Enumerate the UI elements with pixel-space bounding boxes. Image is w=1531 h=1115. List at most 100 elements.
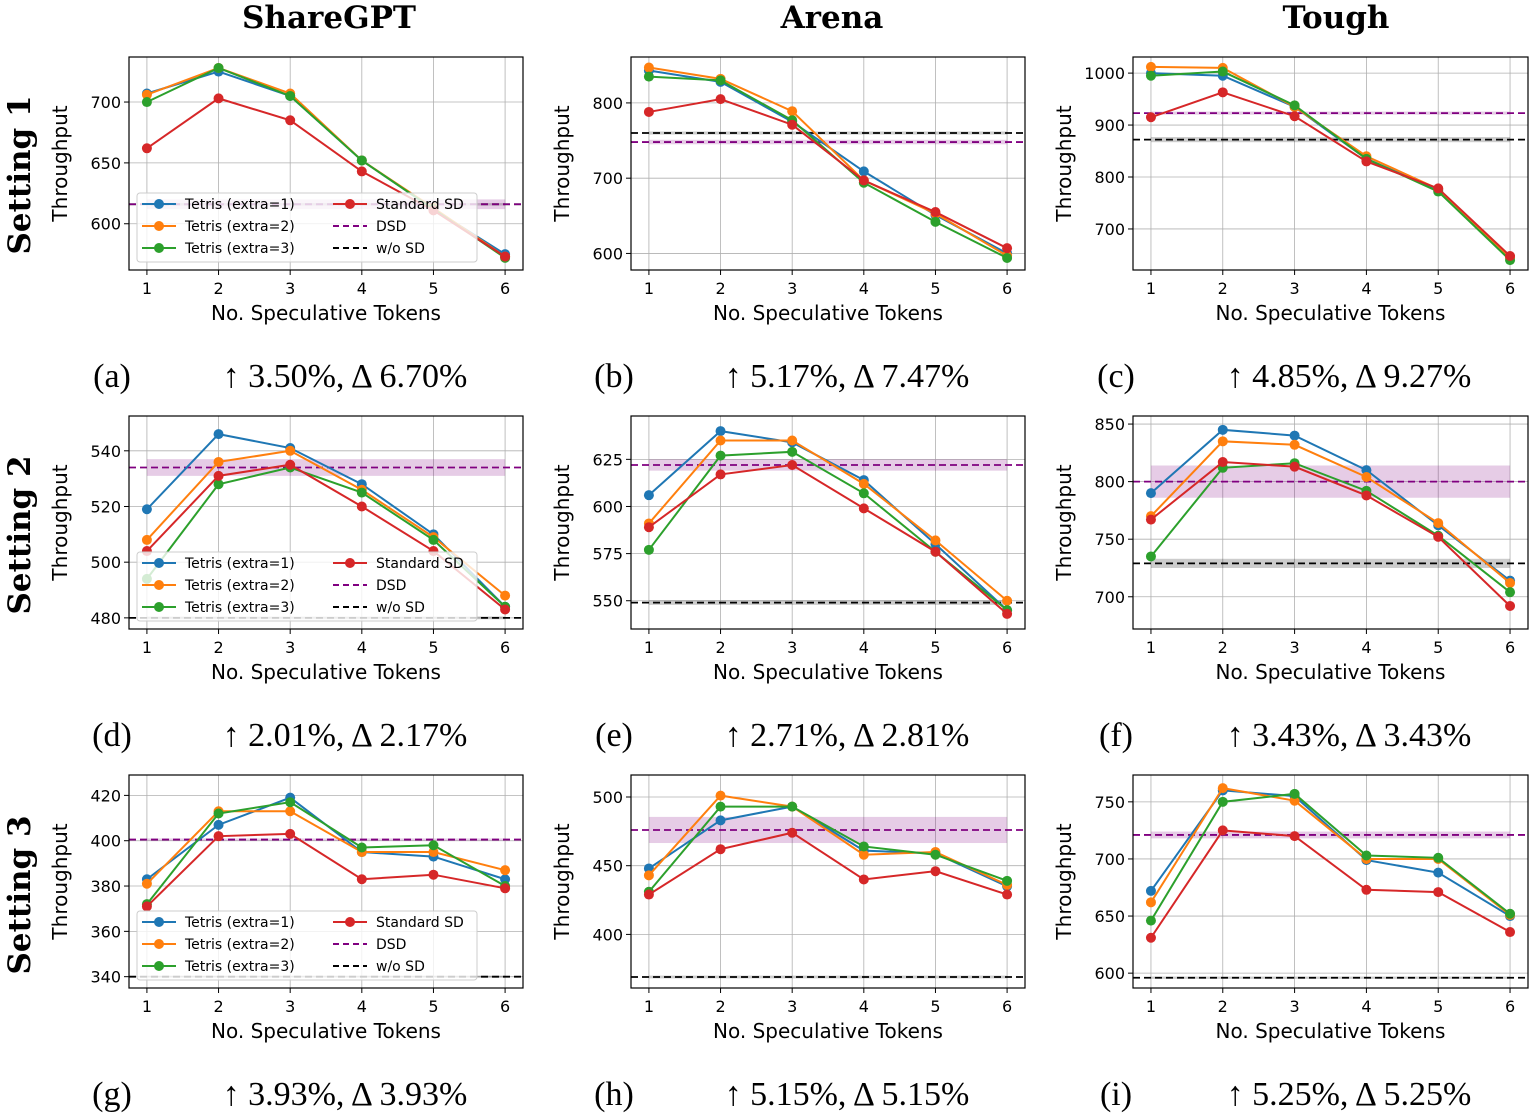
data-point bbox=[356, 842, 367, 853]
caption-label: (d) bbox=[92, 717, 132, 754]
data-point bbox=[285, 806, 296, 817]
caption-stats: ↑ 2.71%, Δ 2.81% bbox=[725, 717, 970, 754]
legend-label: DSD bbox=[376, 578, 406, 594]
data-point bbox=[285, 115, 296, 126]
legend-marker bbox=[345, 917, 355, 927]
wo-sd-band bbox=[648, 600, 1008, 605]
series-line-tetris-extra-3- bbox=[648, 805, 1008, 893]
data-point bbox=[715, 801, 726, 812]
x-tick-label: 4 bbox=[1361, 997, 1371, 1016]
series-line-standard-sd bbox=[1150, 829, 1511, 939]
subplot-f: 1 2 3 4 5 6 700 750 800 850 No. Speculative Tokens… bbox=[1052, 415, 1529, 754]
data-point bbox=[643, 863, 654, 874]
x-tick-label: 3 bbox=[787, 279, 797, 298]
x-tick-label: 1 bbox=[142, 279, 152, 298]
caption-label: (g) bbox=[92, 1076, 132, 1113]
x-tick-label: 2 bbox=[715, 279, 725, 298]
legend-label: Standard SD bbox=[376, 556, 464, 572]
legend: Tetris (extra=1) Tetris (extra=2) Tetris (… bbox=[136, 192, 478, 263]
caption-stats: ↑ 3.50%, Δ 6.70% bbox=[223, 358, 468, 395]
data-point bbox=[1145, 70, 1156, 81]
legend-marker bbox=[154, 602, 164, 612]
data-point bbox=[141, 504, 152, 515]
data-point bbox=[213, 429, 224, 440]
data-point bbox=[1433, 518, 1444, 529]
data-point bbox=[213, 456, 224, 467]
data-point bbox=[428, 840, 439, 851]
data-point bbox=[1145, 932, 1156, 943]
series-line-tetris-extra-2- bbox=[146, 449, 506, 597]
x-axis-label: No. Speculative Tokens bbox=[713, 1019, 943, 1043]
wo-sd-band bbox=[648, 131, 1008, 135]
data-point bbox=[643, 71, 654, 82]
axes-frame bbox=[128, 774, 524, 989]
data-point bbox=[643, 106, 654, 117]
data-point bbox=[1361, 850, 1372, 861]
legend-label: Tetris (extra=2) bbox=[184, 578, 295, 594]
x-tick-label: 1 bbox=[644, 997, 654, 1016]
series-line-standard-sd bbox=[648, 463, 1008, 615]
x-tick-label: 2 bbox=[213, 279, 223, 298]
series-line-tetris-extra-3- bbox=[1150, 462, 1511, 593]
data-point bbox=[1361, 465, 1372, 476]
data-point bbox=[1289, 831, 1300, 842]
series-line-tetris-extra-2- bbox=[648, 794, 1008, 886]
subplot-i: 1 2 3 4 5 6 600 650 700 750 No. Speculative Tokens… bbox=[1052, 774, 1529, 1113]
axes-frame bbox=[1132, 774, 1529, 989]
caption-stats: ↑ 2.01%, Δ 2.17% bbox=[223, 717, 468, 754]
data-point bbox=[1433, 887, 1444, 898]
data-point bbox=[1289, 430, 1300, 441]
x-tick-label: 5 bbox=[1433, 279, 1443, 298]
y-tick-label: 1000 bbox=[1084, 64, 1125, 83]
data-point bbox=[500, 883, 511, 894]
data-point bbox=[858, 175, 869, 186]
legend-marker bbox=[345, 199, 355, 209]
data-point bbox=[1145, 915, 1156, 926]
legend-label: Tetris (extra=1) bbox=[184, 556, 295, 572]
data-point bbox=[930, 866, 941, 877]
legend-marker bbox=[154, 580, 164, 590]
data-point bbox=[787, 435, 798, 446]
legend-marker bbox=[154, 917, 164, 927]
y-tick-label: 500 bbox=[592, 788, 623, 807]
data-point bbox=[1145, 897, 1156, 908]
data-point bbox=[500, 865, 511, 876]
x-tick-label: 1 bbox=[1146, 997, 1156, 1016]
x-axis-label: No. Speculative Tokens bbox=[713, 660, 943, 684]
x-tick-label: 3 bbox=[285, 279, 295, 298]
caption-stats: ↑ 3.93%, Δ 3.93% bbox=[223, 1076, 468, 1113]
x-tick-label: 2 bbox=[715, 997, 725, 1016]
data-point bbox=[1002, 889, 1013, 900]
y-tick-label: 380 bbox=[90, 877, 121, 896]
caption-stats: ↑ 5.15%, Δ 5.15% bbox=[725, 1076, 970, 1113]
data-point bbox=[285, 459, 296, 470]
series-line-tetris-extra-1- bbox=[1150, 789, 1511, 917]
x-tick-label: 2 bbox=[1218, 997, 1228, 1016]
legend-label: Tetris (extra=1) bbox=[184, 197, 295, 213]
data-point bbox=[1217, 783, 1228, 794]
data-point bbox=[285, 828, 296, 839]
x-tick-label: 4 bbox=[859, 279, 869, 298]
series-line-tetris-extra-3- bbox=[1150, 792, 1511, 922]
data-point bbox=[715, 426, 726, 437]
data-point bbox=[858, 503, 869, 514]
data-point bbox=[787, 446, 798, 457]
y-tick-label: 600 bbox=[592, 244, 623, 263]
series-line-tetris-extra-2- bbox=[648, 66, 1008, 257]
data-point bbox=[141, 143, 152, 154]
series-line-standard-sd bbox=[1150, 461, 1511, 607]
series-line-tetris-extra-1- bbox=[648, 430, 1008, 611]
legend-marker bbox=[154, 961, 164, 971]
data-point bbox=[1002, 875, 1013, 886]
column-title: ShareGPT bbox=[242, 0, 416, 36]
subplot-g: 1 2 3 4 5 6 340 360 380 400 420 No. Speculative Tok… bbox=[48, 774, 524, 1113]
data-point bbox=[715, 435, 726, 446]
data-point bbox=[930, 216, 941, 227]
data-point bbox=[1433, 852, 1444, 863]
data-point bbox=[858, 166, 869, 177]
legend-box bbox=[136, 192, 478, 263]
series-line-tetris-extra-2- bbox=[1150, 440, 1511, 584]
x-axis-label: No. Speculative Tokens bbox=[713, 301, 943, 325]
data-point bbox=[1433, 183, 1444, 194]
caption-stats: ↑ 5.17%, Δ 7.47% bbox=[725, 358, 970, 395]
